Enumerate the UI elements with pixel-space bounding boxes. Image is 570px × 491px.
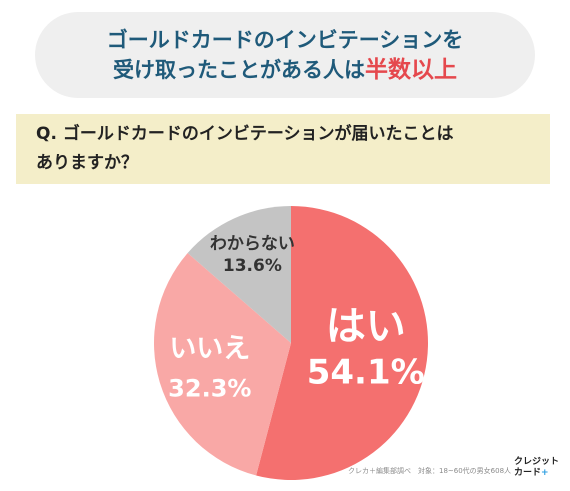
logo-plus-icon: + [541,468,549,478]
logo-line-2: カード [514,468,542,478]
slice-name-label-3: わからない [210,234,295,254]
question-line-2: ありますか？ [36,153,138,173]
title-banner: ゴールドカードのインビテーションを 受け取ったことがある人は半数以上 [35,12,535,98]
slice-value-label-2: 32.3% [168,374,251,402]
slice-value-label-1: 54.1% [307,353,425,393]
logo-line-1: クレジット [514,457,560,467]
title-line-2: 受け取ったことがある人は半数以上 [113,57,457,83]
slice-name-label-2: いいえ [169,333,250,364]
pie-slice-3 [187,206,291,343]
slice-name-label-1: はい [326,304,406,350]
pie-slice-2 [153,253,291,476]
title-line-1: ゴールドカードのインビテーションを [106,28,464,52]
question-box: Q. ゴールドカードのインビテーションが届いたことは ありますか？ [16,114,550,184]
brand-logo: クレジット カード+ [514,457,564,479]
source-note: クレカ＋編集部調べ 対象：18~60代の男女608人 [348,467,512,475]
title-highlight: 半数以上 [365,57,457,83]
question-text: Q. ゴールドカードのインビテーションが届いたことは ありますか？ [36,120,536,178]
title-line-2-prefix: 受け取ったことがある人は [113,58,365,82]
pie-slice-1 [256,206,428,480]
question-line-1: Q. ゴールドカードのインビテーションが届いたことは [36,124,454,144]
slice-value-label-3: 13.6% [223,256,282,276]
